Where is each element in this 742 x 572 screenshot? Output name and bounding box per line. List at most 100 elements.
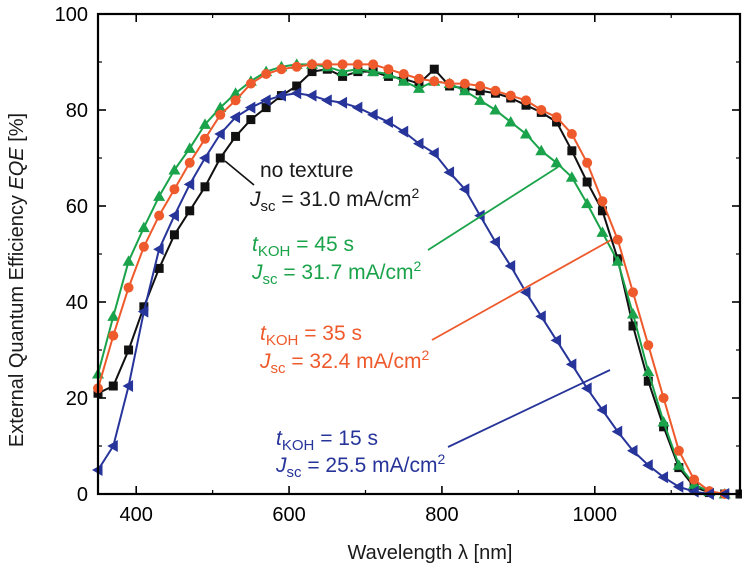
annotation-15s-jsup: 2 [437,451,445,467]
annotation-15s-sub: KOH [282,437,315,454]
x-tick-label: 800 [425,504,458,526]
data-point [107,440,118,452]
data-point [673,445,684,456]
y-tick-label: 0 [77,484,88,506]
data-point [689,474,700,485]
x-axis-title-text: Wavelength [348,542,458,564]
annotation-no-texture-sub: sc [261,198,277,215]
data-point [214,128,225,140]
data-point [351,101,363,114]
data-point [122,380,134,392]
annotation-15s-jvalue: = 25.5 mA/cm [302,454,438,477]
data-point [627,308,639,319]
data-point [628,287,638,298]
data-point [291,61,302,72]
x-axis-title: Wavelength λ [nm] [348,542,513,564]
annotation-45s-symbol: t [252,233,259,256]
data-point [657,416,670,427]
data-point [138,241,149,252]
data-point [200,133,210,144]
data-point [307,67,317,77]
annotation-no-texture-symbol: J [249,188,261,211]
annotation-45s: tKOH = 45 s Jsc = 31.7 mA/cm2 [251,233,421,288]
data-point [139,302,149,312]
data-point [107,310,120,321]
data-point [322,59,333,70]
data-point [567,146,577,156]
data-point [611,425,623,438]
data-point [260,94,271,107]
data-point [169,184,180,195]
data-point [292,81,302,91]
annotation-35s-symbol: t [260,322,267,345]
annotation-15s-line2: Jsc = 25.5 mA/cm2 [275,451,445,481]
data-point [245,78,256,89]
annotation-35s-jsub: sc [271,360,287,377]
data-point [307,59,317,70]
annotation-no-texture-value: = 31.0 mA/cm [276,188,412,211]
data-point [246,115,256,125]
data-point [398,69,409,79]
data-point [154,210,165,221]
annotation-15s-value: = 15 s [314,427,378,450]
x-axis-title-symbol: λ [458,542,468,564]
annotation-45s-jsub: sc [263,271,279,288]
ticks-layer: 400 600 800 1000 0 20 40 60 80 100 [55,4,740,526]
data-point [229,111,241,124]
data-point [414,73,424,84]
annotation-35s-jsup: 2 [421,347,429,363]
data-point [413,137,424,150]
data-point [108,381,118,391]
data-point [230,95,241,106]
data-point [199,118,211,129]
data-point [244,101,256,114]
data-point [535,310,546,323]
data-point [658,393,669,403]
data-point [521,95,531,106]
annotation-15s: tKOH = 15 s Jsc = 25.5 mA/cm2 [275,427,445,481]
annotation-15s-line1: tKOH = 15 s [276,427,378,454]
annotation-15s-symbol: t [276,427,283,450]
data-point [428,147,439,160]
data-point [261,69,272,79]
data-point [185,206,195,216]
data-point [199,152,210,164]
data-point [200,182,210,192]
data-point [643,340,654,351]
annotation-45s-line1: tKOH = 45 s [252,233,354,260]
y-axis-title: External Quantum Efficiency EQE [%] [6,113,28,447]
data-point [597,206,607,216]
annotation-15s-jsymbol: J [275,454,287,477]
annotation-no-texture-sup: 2 [411,185,419,201]
annotation-15s-jsub: sc [287,464,303,481]
annotation-45s-sub: KOH [258,243,291,260]
annotation-35s-jsymbol: J [259,350,271,373]
y-tick-label: 40 [66,292,88,314]
data-point [474,94,487,105]
data-point [611,255,624,266]
data-point [642,365,655,377]
data-point [137,221,150,233]
annotation-35s-line2: Jsc = 32.4 mA/cm2 [259,347,429,377]
data-point [413,82,425,93]
data-point [643,376,653,386]
data-point [137,305,149,318]
data-point [672,480,684,493]
data-point [169,230,179,240]
annotation-35s-pointer [431,239,612,341]
data-point [642,459,653,472]
data-point [383,64,394,75]
annotation-no-texture-label: no texture [260,159,353,182]
data-point [565,358,577,371]
y-tick-label: 60 [66,196,88,218]
data-point [582,177,592,187]
data-point [458,183,470,196]
data-point [597,196,608,207]
x-axis-title-unit: [nm] [468,542,512,564]
data-point [184,157,195,168]
data-point [489,236,500,248]
data-point [581,197,594,209]
data-point [612,234,623,245]
data-point [368,59,379,70]
data-point [153,190,166,201]
